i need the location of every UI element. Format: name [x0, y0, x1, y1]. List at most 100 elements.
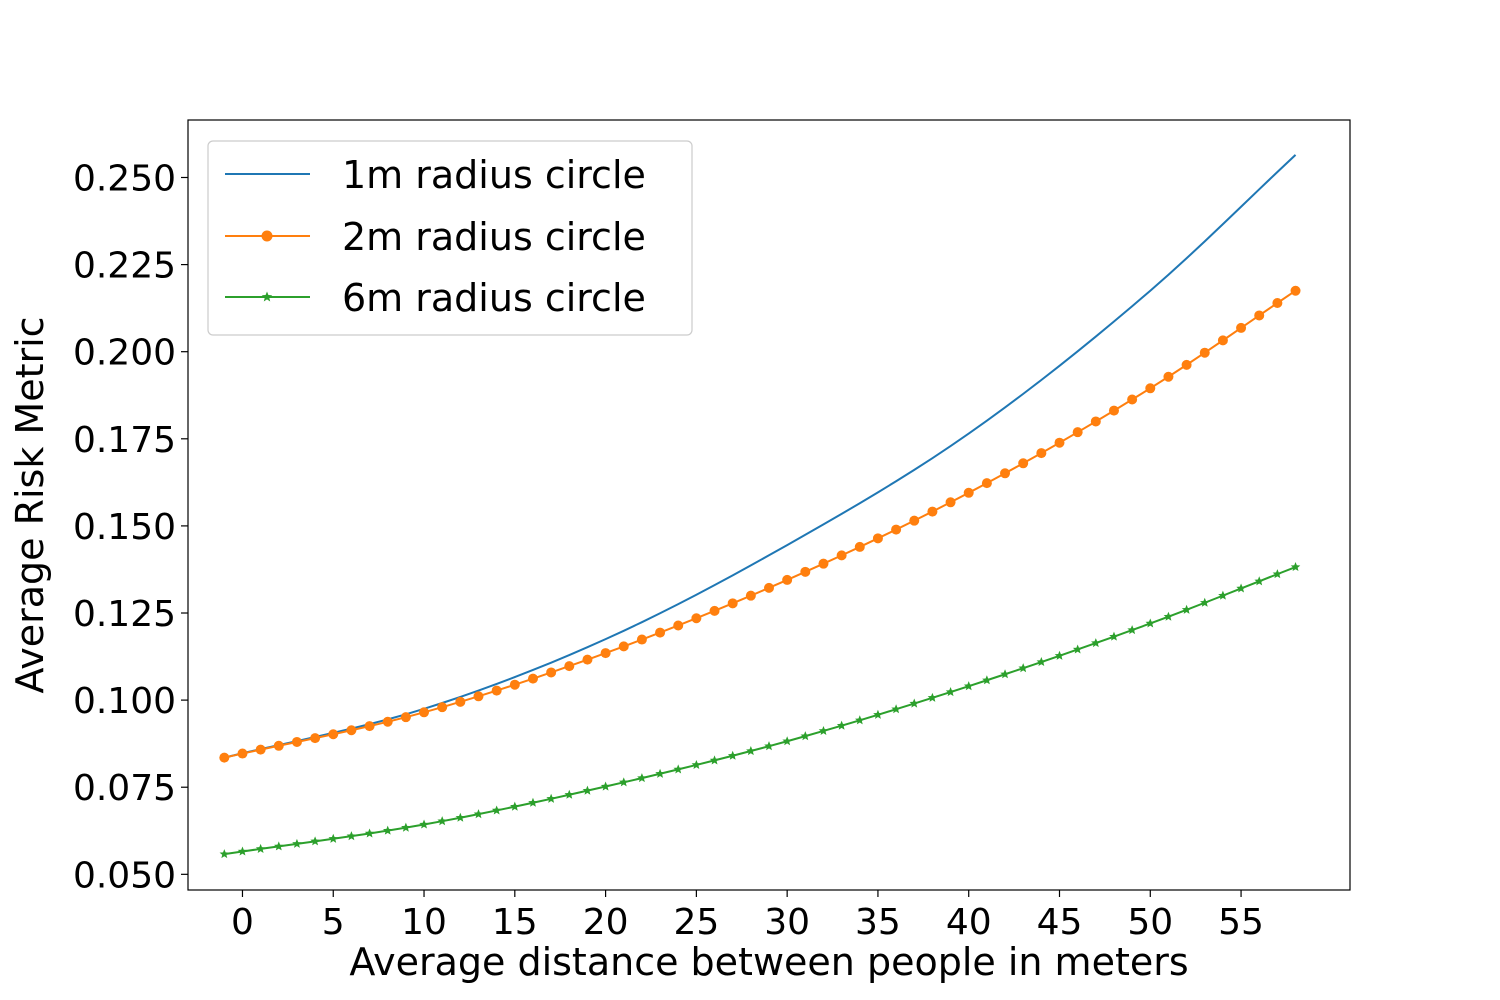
data-point [1018, 458, 1029, 469]
legend-label-1m: 1m radius circle [342, 153, 646, 197]
data-point [491, 685, 502, 696]
data-point [473, 691, 484, 702]
data-point [328, 833, 339, 843]
data-point [691, 613, 702, 624]
data-point [891, 524, 902, 535]
data-point [346, 831, 357, 841]
data-point [364, 828, 375, 838]
data-point [836, 550, 847, 561]
data-point [673, 764, 683, 774]
legend-marker-6m [261, 291, 273, 302]
data-point [1199, 347, 1210, 358]
data-point [419, 819, 429, 829]
data-point [945, 687, 956, 697]
data-point [401, 822, 411, 832]
y-tick-label: 0.175 [73, 420, 176, 461]
data-point [782, 574, 793, 585]
data-point [400, 712, 411, 723]
data-point [419, 707, 430, 718]
x-axis-label: Average distance between people in meter… [349, 940, 1188, 984]
data-point [945, 497, 956, 508]
y-tick-label: 0.150 [73, 507, 176, 548]
data-point [1036, 657, 1047, 667]
data-point [346, 725, 357, 736]
data-point [1145, 383, 1156, 394]
x-tick-label: 25 [673, 902, 719, 943]
data-point [764, 741, 774, 751]
data-point [746, 746, 756, 756]
data-point [1163, 611, 1174, 621]
data-point [891, 704, 901, 714]
data-point [1000, 669, 1010, 679]
data-point [1218, 590, 1228, 600]
data-point [1181, 604, 1192, 614]
data-point [1290, 285, 1301, 296]
data-point [1000, 468, 1011, 479]
data-point [382, 825, 393, 835]
data-point [836, 720, 847, 730]
data-point [273, 740, 284, 751]
series-2m-radius-circle [219, 285, 1301, 763]
data-point [764, 582, 774, 593]
series-line [224, 289, 1297, 759]
y-tick-label: 0.050 [73, 855, 176, 896]
data-point [1091, 638, 1101, 648]
data-point [546, 793, 556, 803]
legend-box [207, 140, 693, 336]
data-point [564, 661, 575, 672]
data-point [527, 673, 538, 684]
data-point [927, 692, 938, 702]
data-point [310, 733, 321, 744]
data-point [1254, 310, 1265, 321]
data-point [1254, 576, 1264, 586]
data-point [473, 809, 484, 819]
y-tick-label: 0.100 [73, 681, 176, 722]
data-point [854, 541, 865, 552]
y-tick-label: 0.250 [73, 158, 176, 199]
y-axis: 0.050 0.075 0.100 0.125 0.150 0.175 0.200 0.225… [73, 158, 188, 896]
data-point [600, 781, 611, 791]
data-point [437, 702, 448, 713]
data-point [636, 634, 647, 645]
data-point [291, 736, 302, 747]
x-axis: 0 5 10 15 20 25 30 35 40 45 50 55 [231, 890, 1264, 943]
data-point [274, 841, 284, 851]
series-6m-radius-circle [219, 562, 1301, 859]
data-point [1163, 371, 1174, 382]
data-point [800, 566, 811, 577]
data-point [872, 533, 883, 544]
x-tick-label: 55 [1218, 902, 1264, 943]
data-point [709, 605, 720, 616]
data-point [655, 627, 666, 638]
data-point [528, 797, 538, 807]
data-point [1090, 416, 1101, 427]
legend-label-6m: 6m radius circle [342, 276, 646, 320]
data-point [963, 487, 974, 498]
data-point [927, 506, 938, 517]
y-axis-label: Average Risk Metric [8, 316, 52, 693]
data-point [1217, 335, 1228, 346]
data-point [1199, 597, 1210, 607]
data-point [509, 679, 520, 690]
data-point [782, 736, 792, 746]
data-point [1181, 359, 1192, 370]
data-point [727, 750, 738, 760]
data-point [963, 681, 974, 691]
data-point [873, 709, 883, 719]
series-line [224, 566, 1296, 856]
x-tick-label: 40 [946, 902, 992, 943]
data-point [364, 721, 375, 732]
x-tick-label: 35 [855, 902, 901, 943]
y-tick-label: 0.125 [73, 594, 176, 635]
data-point [1290, 562, 1301, 572]
data-point [1109, 631, 1119, 641]
data-point [546, 667, 557, 678]
x-tick-label: 5 [322, 902, 345, 943]
y-tick-label: 0.200 [73, 333, 176, 374]
data-point [564, 789, 575, 799]
data-point [582, 785, 593, 795]
data-point [618, 777, 629, 787]
x-tick-label: 20 [583, 902, 629, 943]
data-point [1108, 405, 1119, 416]
